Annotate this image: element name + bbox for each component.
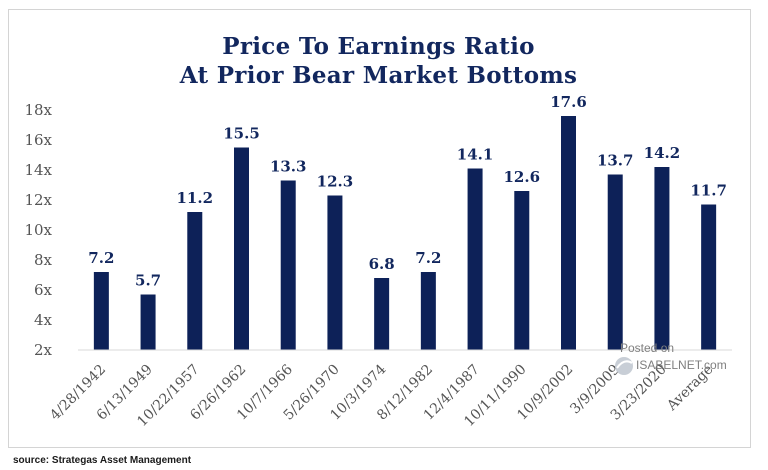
x-axis-labels: 4/28/19426/13/194910/22/19576/26/196210/… xyxy=(47,361,716,429)
watermark-line2: ISABELNET.com xyxy=(636,358,727,372)
data-labels: 7.2 5.7 11.2 15.5 13.3 12.3 6.8 7.2 14.1 12.6 17.6… xyxy=(88,93,727,290)
y-axis: 2x 4x 6x 8x 10x 12x 14x 16x 18x xyxy=(24,101,52,359)
chart-subtitle: At Prior Bear Market Bottoms xyxy=(179,62,578,89)
bar xyxy=(420,272,436,350)
y-tick-label: 2x xyxy=(34,341,53,359)
data-label: 7.2 xyxy=(415,249,441,267)
bar xyxy=(280,180,296,350)
data-label: 12.6 xyxy=(504,168,541,186)
data-label: 17.6 xyxy=(550,93,587,111)
y-tick-label: 14x xyxy=(24,161,52,179)
y-tick-label: 16x xyxy=(24,131,52,149)
bar xyxy=(701,204,717,350)
bar xyxy=(654,167,670,350)
globe-swoosh xyxy=(616,360,633,369)
y-tick-label: 10x xyxy=(24,221,52,239)
bar xyxy=(187,212,203,350)
data-label: 11.7 xyxy=(690,182,727,200)
bar xyxy=(327,195,343,350)
data-label: 6.8 xyxy=(369,255,395,273)
watermark-line1: Posted on xyxy=(620,341,674,355)
source-note: source: Strategas Asset Management xyxy=(13,455,192,466)
bar xyxy=(514,191,530,350)
bar xyxy=(140,294,156,350)
data-label: 14.1 xyxy=(457,146,494,164)
bar xyxy=(467,168,483,350)
chart-frame xyxy=(8,9,751,448)
chart-title: Price To Earnings Ratio xyxy=(222,33,535,60)
data-label: 11.2 xyxy=(177,189,214,207)
y-tick-label: 12x xyxy=(24,191,52,209)
bar xyxy=(607,174,623,350)
data-label: 5.7 xyxy=(135,272,161,290)
data-label: 7.2 xyxy=(88,249,114,267)
y-tick-label: 4x xyxy=(34,311,53,329)
y-tick-label: 18x xyxy=(24,101,52,119)
data-label: 15.5 xyxy=(223,125,260,143)
bar xyxy=(374,278,390,350)
data-label: 14.2 xyxy=(644,144,681,162)
data-label: 13.3 xyxy=(270,158,307,176)
bar xyxy=(561,116,576,350)
bar xyxy=(93,272,109,350)
data-label: 13.7 xyxy=(597,152,634,170)
y-tick-label: 8x xyxy=(34,251,53,269)
watermark: Posted on ISABELNET.com xyxy=(615,341,727,375)
bar xyxy=(234,147,249,350)
data-label: 12.3 xyxy=(317,173,354,191)
y-tick-label: 6x xyxy=(34,281,53,299)
bars xyxy=(93,116,717,350)
